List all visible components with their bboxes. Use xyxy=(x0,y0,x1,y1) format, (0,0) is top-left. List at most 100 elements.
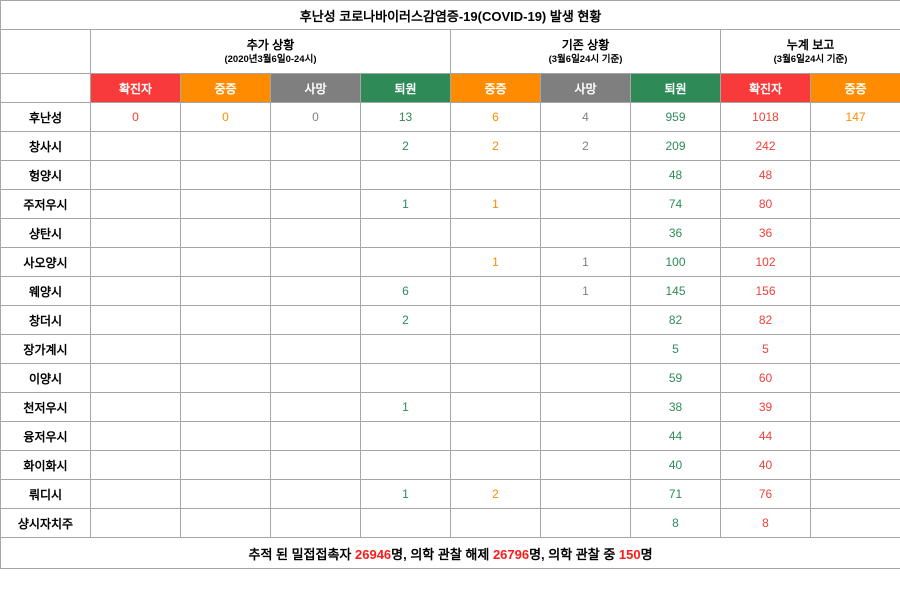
value-cell xyxy=(180,218,271,248)
value-cell xyxy=(809,479,900,509)
value-cell xyxy=(809,508,900,538)
value-cell xyxy=(270,305,361,335)
table-row: 샹탄시 36 36 xyxy=(0,218,900,248)
value-cell: 1 xyxy=(360,189,451,219)
column-group-sublabel: (3월6일24시 기준) xyxy=(548,54,623,66)
column-group-header: 추가 상황 (2020년3월6일0-24시) xyxy=(90,29,451,74)
region-name: 이양시 xyxy=(0,363,91,393)
table-row: 창더시 2 82 82 xyxy=(0,305,900,335)
covid-table: 후난성 코로나바이러스감염증-19(COVID-19) 발생 현황 추가 상황(… xyxy=(0,0,900,569)
value-cell xyxy=(450,305,541,335)
value-cell: 74 xyxy=(630,189,721,219)
value-cell xyxy=(270,392,361,422)
value-cell xyxy=(90,276,181,306)
value-cell xyxy=(450,421,541,451)
table-row: 화이화시 40 40 xyxy=(0,450,900,480)
value-cell: 40 xyxy=(630,450,721,480)
value-cell: 0 xyxy=(90,102,181,132)
value-cell: 242 xyxy=(720,131,811,161)
column-group-label: 추가 상황 xyxy=(246,38,295,53)
column-header-orange: 중증 xyxy=(450,73,541,103)
value-cell xyxy=(90,247,181,277)
table-row: 헝양시 48 48 xyxy=(0,160,900,190)
value-cell: 82 xyxy=(720,305,811,335)
value-cell xyxy=(809,131,900,161)
region-name: 뤄디시 xyxy=(0,479,91,509)
value-cell: 40 xyxy=(720,450,811,480)
value-cell: 48 xyxy=(630,160,721,190)
value-cell: 71 xyxy=(630,479,721,509)
group-header-row: 추가 상황 (2020년3월6일0-24시) 기존 상황 (3월6일24시 기준) 누계… xyxy=(0,29,900,74)
value-cell xyxy=(180,160,271,190)
table-row: 이양시 59 60 xyxy=(0,363,900,393)
value-cell: 1 xyxy=(360,479,451,509)
value-cell xyxy=(450,392,541,422)
value-cell xyxy=(270,131,361,161)
value-cell xyxy=(180,450,271,480)
value-cell: 100 xyxy=(630,247,721,277)
table-row: 주저우시 1 1 74 80 xyxy=(0,189,900,219)
title-row: 후난성 코로나바이러스감염증-19(COVID-19) 발생 현황 xyxy=(0,0,900,30)
value-cell: 209 xyxy=(630,131,721,161)
value-cell xyxy=(540,363,631,393)
value-cell: 102 xyxy=(720,247,811,277)
value-cell: 1018 xyxy=(720,102,811,132)
column-group-header: 누계 보고 (3월6일24시 기준) xyxy=(719,29,900,74)
value-cell xyxy=(809,276,900,306)
column-header-row: 확진자 중증 사망 퇴원 중증 사망 퇴원 확진자 중증 xyxy=(0,73,900,103)
value-cell xyxy=(270,363,361,393)
value-cell xyxy=(450,508,541,538)
value-cell: 0 xyxy=(180,102,271,132)
value-cell xyxy=(540,218,631,248)
value-cell: 2 xyxy=(450,131,541,161)
value-cell: 156 xyxy=(720,276,811,306)
value-cell xyxy=(540,421,631,451)
value-cell xyxy=(360,160,451,190)
table-row: 샹시자치주 8 8 xyxy=(0,508,900,538)
value-cell: 6 xyxy=(360,276,451,306)
value-cell xyxy=(360,218,451,248)
column-header-gray: 사망 xyxy=(540,73,631,103)
value-cell xyxy=(450,160,541,190)
value-cell xyxy=(540,160,631,190)
column-header-red: 확진자 xyxy=(90,73,181,103)
value-cell: 2 xyxy=(360,131,451,161)
value-cell: 959 xyxy=(630,102,721,132)
footer-text: 명, 의학 관찰 중 xyxy=(529,546,619,562)
footer-text: 명 xyxy=(640,546,653,562)
value-cell xyxy=(90,363,181,393)
value-cell xyxy=(180,247,271,277)
value-cell xyxy=(90,392,181,422)
value-cell xyxy=(180,305,271,335)
value-cell: 1 xyxy=(360,392,451,422)
value-cell xyxy=(180,363,271,393)
value-cell xyxy=(360,334,451,364)
value-cell: 0 xyxy=(270,102,361,132)
value-cell xyxy=(809,247,900,277)
value-cell xyxy=(180,131,271,161)
value-cell xyxy=(809,334,900,364)
table-row: 장가계시 5 5 xyxy=(0,334,900,364)
column-group-label: 누계 보고 xyxy=(786,38,835,53)
value-cell xyxy=(809,160,900,190)
region-name: 후난성 xyxy=(0,102,91,132)
value-cell xyxy=(540,479,631,509)
value-cell: 4 xyxy=(540,102,631,132)
value-cell xyxy=(270,479,361,509)
table-row: 후난성 0 0 0 13 6 4 959 1018 147 xyxy=(0,102,900,132)
value-cell xyxy=(180,334,271,364)
value-cell xyxy=(809,189,900,219)
value-cell: 145 xyxy=(630,276,721,306)
value-cell xyxy=(809,392,900,422)
value-cell xyxy=(450,363,541,393)
value-cell xyxy=(540,189,631,219)
value-cell xyxy=(809,421,900,451)
value-cell: 80 xyxy=(720,189,811,219)
column-header-gray: 사망 xyxy=(270,73,361,103)
value-cell xyxy=(360,247,451,277)
region-name: 주저우시 xyxy=(0,189,91,219)
footer-number: 26946 xyxy=(355,546,392,562)
value-cell: 48 xyxy=(720,160,811,190)
column-group-label: 기존 상황 xyxy=(561,38,610,53)
